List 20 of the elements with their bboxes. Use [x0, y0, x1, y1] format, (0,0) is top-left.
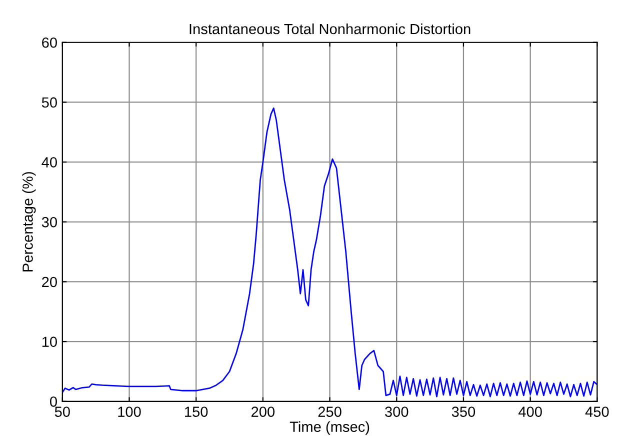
y-tick-label: 10	[42, 336, 57, 347]
x-tick-label: 250	[318, 406, 342, 417]
x-tick-label: 50	[54, 406, 70, 417]
y-tick-label: 30	[42, 216, 57, 228]
y-tick-label: 60	[42, 37, 57, 48]
x-tick-label: 200	[252, 406, 275, 417]
y-tick-label: 50	[42, 97, 57, 108]
x-tick-label: 400	[518, 406, 542, 417]
x-tick-label: 300	[385, 406, 408, 417]
x-tick-label: 350	[452, 406, 476, 417]
y-tick-label: 20	[42, 276, 57, 288]
x-axis-title: Time (msec)	[290, 421, 370, 435]
x-tick-label: 100	[118, 406, 141, 417]
y-tick-label: 0	[50, 396, 57, 407]
chart-title: Instantaneous Total Nonharmonic Distortion	[190, 23, 470, 34]
y-axis-title: Percentage (%)	[22, 172, 36, 272]
y-tick-label: 40	[42, 157, 57, 168]
line-series	[62, 107, 598, 398]
x-tick-label: 150	[185, 406, 208, 417]
x-tick-label: 450	[585, 406, 609, 417]
